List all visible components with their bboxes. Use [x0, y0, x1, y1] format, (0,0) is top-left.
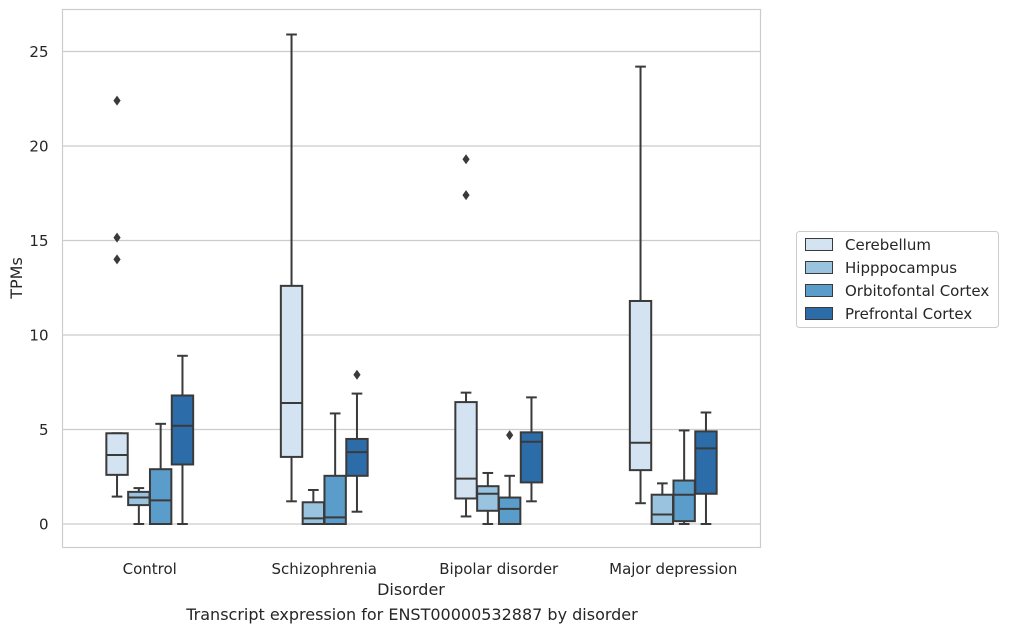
plot-area-frame [61, 8, 762, 549]
box-iqr [694, 430, 718, 495]
box-iqr [476, 485, 500, 512]
y-tick-label: 0 [39, 516, 49, 534]
box [519, 396, 544, 503]
x-tick-label: Major depression [609, 560, 737, 578]
outlier-point [113, 232, 121, 243]
outlier-point [462, 190, 470, 201]
box-iqr [323, 474, 347, 525]
legend: Cerebellum Hipppocampus Orbitofontal Corte… [796, 231, 999, 328]
box-iqr [301, 501, 326, 526]
legend-swatch [805, 307, 833, 320]
outlier-point [113, 95, 121, 106]
x-tick-label: Schizophrenia [272, 560, 377, 578]
box-iqr [519, 431, 544, 484]
box [628, 65, 653, 505]
box [454, 154, 478, 518]
box-iqr [650, 493, 675, 525]
box [127, 487, 151, 525]
box-iqr [148, 468, 173, 526]
legend-swatch [805, 261, 833, 274]
box-iqr [454, 401, 478, 500]
legend-label: Hipppocampus [845, 259, 957, 277]
x-axis-ticks: Control Schizophrenia Bipolar disorder Majo… [123, 560, 738, 578]
box [497, 430, 522, 526]
y-tick-label: 15 [29, 232, 48, 250]
legend-frame [796, 231, 999, 328]
x-tick-label: Bipolar disorder [439, 560, 559, 578]
outlier-point [506, 430, 514, 441]
box [476, 471, 500, 525]
box [148, 422, 173, 526]
box [694, 411, 718, 525]
box [279, 33, 304, 503]
y-axis-ticks: 0 5 10 15 20 25 [29, 43, 48, 534]
y-axis-label: TPMs [7, 257, 26, 300]
x-axis-label: Disorder [377, 580, 445, 599]
outlier-point [113, 254, 121, 265]
box [170, 354, 195, 525]
figure-caption: Transcript expression for ENST0000053288… [186, 605, 638, 624]
outlier-point [353, 369, 361, 380]
box [323, 412, 347, 525]
box [345, 369, 369, 513]
grid-lines [62, 50, 761, 525]
legend-label: Prefrontal Cortex [845, 305, 972, 323]
y-tick-label: 5 [39, 421, 49, 439]
box-iqr [628, 299, 653, 472]
box [301, 488, 326, 526]
legend-label: Orbitofontal Cortex [845, 282, 989, 300]
box [105, 95, 129, 498]
box [650, 482, 675, 525]
y-tick-label: 10 [29, 327, 48, 345]
box-iqr [170, 394, 195, 466]
legend-swatch [805, 238, 833, 251]
y-tick-label: 20 [29, 138, 48, 156]
box-iqr [497, 496, 522, 526]
legend-label: Cerebellum [845, 236, 931, 254]
outlier-point [462, 154, 470, 165]
box-iqr [672, 479, 696, 523]
box-iqr [345, 437, 369, 477]
legend-swatch [805, 284, 833, 297]
y-tick-label: 25 [29, 43, 48, 61]
x-tick-label: Control [123, 560, 177, 578]
box-iqr [279, 284, 304, 458]
box [672, 429, 696, 525]
box-series-group [105, 33, 718, 526]
